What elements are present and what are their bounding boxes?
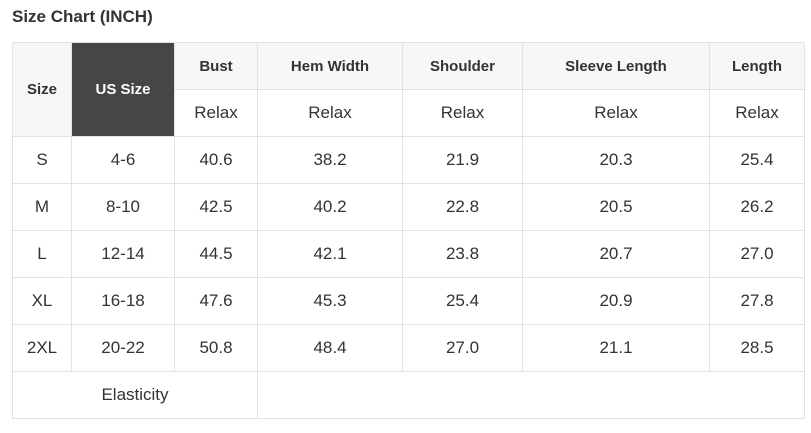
- header-sleeve-length: Sleeve Length: [522, 42, 710, 90]
- table-cell: M: [12, 183, 72, 231]
- header-row: Size US Size Bust Hem Width Shoulder Sle…: [12, 42, 805, 137]
- header-shoulder: Shoulder: [402, 42, 523, 90]
- elasticity-label: Elasticity: [12, 371, 258, 419]
- size-chart-table: Size US Size Bust Hem Width Shoulder Sle…: [12, 42, 805, 419]
- table-cell: 4-6: [71, 136, 175, 184]
- header-us-size: US Size: [71, 42, 175, 137]
- header-length: Length: [709, 42, 805, 90]
- table-cell: 12-14: [71, 230, 175, 278]
- subheader-relax: Relax: [174, 89, 258, 137]
- table-cell: 50.8: [174, 324, 258, 372]
- subheader-relax: Relax: [257, 89, 403, 137]
- table-cell: 25.4: [402, 277, 523, 325]
- table-cell: 27.8: [709, 277, 805, 325]
- table-cell: 45.3: [257, 277, 403, 325]
- subheader-relax: Relax: [709, 89, 805, 137]
- page-title: Size Chart (INCH): [12, 7, 153, 26]
- table-cell: 20.5: [522, 183, 710, 231]
- table-cell: 42.1: [257, 230, 403, 278]
- table-cell: 38.2: [257, 136, 403, 184]
- elasticity-value: [257, 371, 805, 419]
- table-cell: 44.5: [174, 230, 258, 278]
- table-cell: L: [12, 230, 72, 278]
- subheader-relax: Relax: [522, 89, 710, 137]
- table-cell: 26.2: [709, 183, 805, 231]
- table-cell: 25.4: [709, 136, 805, 184]
- subheader-relax: Relax: [402, 89, 523, 137]
- table-cell: 16-18: [71, 277, 175, 325]
- table-row: XL 16-18 47.6 45.3 25.4 20.9 27.8: [12, 277, 805, 325]
- table-cell: 42.5: [174, 183, 258, 231]
- header-bust: Bust: [174, 42, 258, 90]
- table-cell: 21.1: [522, 324, 710, 372]
- table-cell: 28.5: [709, 324, 805, 372]
- table-cell: 22.8: [402, 183, 523, 231]
- table-cell: 20.9: [522, 277, 710, 325]
- elasticity-row: Elasticity: [12, 371, 805, 419]
- table-cell: 40.2: [257, 183, 403, 231]
- table-cell: 40.6: [174, 136, 258, 184]
- table-cell: 20.7: [522, 230, 710, 278]
- subheader-row: Relax Relax Relax Relax Relax: [13, 89, 805, 137]
- table-cell: 21.9: [402, 136, 523, 184]
- table-cell: 20-22: [71, 324, 175, 372]
- table-cell: 23.8: [402, 230, 523, 278]
- header-hem-width: Hem Width: [257, 42, 403, 90]
- table-cell: 8-10: [71, 183, 175, 231]
- table-row: M 8-10 42.5 40.2 22.8 20.5 26.2: [12, 183, 805, 231]
- table-cell: S: [12, 136, 72, 184]
- header-size: Size: [12, 42, 72, 137]
- table-row: 2XL 20-22 50.8 48.4 27.0 21.1 28.5: [12, 324, 805, 372]
- table-cell: 2XL: [12, 324, 72, 372]
- table-cell: 48.4: [257, 324, 403, 372]
- table-cell: 20.3: [522, 136, 710, 184]
- table-cell: XL: [12, 277, 72, 325]
- table-cell: 47.6: [174, 277, 258, 325]
- table-cell: 27.0: [709, 230, 805, 278]
- table-row: S 4-6 40.6 38.2 21.9 20.3 25.4: [12, 136, 805, 184]
- table-cell: 27.0: [402, 324, 523, 372]
- table-row: L 12-14 44.5 42.1 23.8 20.7 27.0: [12, 230, 805, 278]
